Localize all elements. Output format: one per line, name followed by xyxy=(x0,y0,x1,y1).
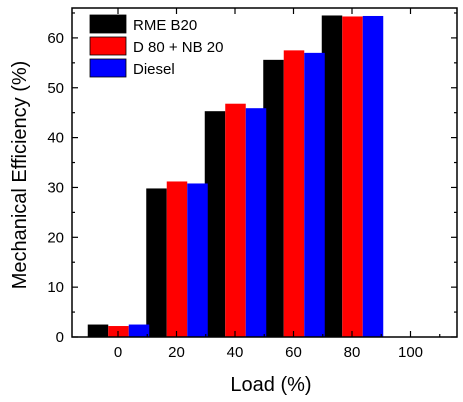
bar xyxy=(283,50,305,338)
bar xyxy=(342,16,363,337)
bar xyxy=(225,103,246,338)
y-tick-label: 10 xyxy=(47,279,64,296)
bar xyxy=(263,59,284,338)
bar xyxy=(304,52,325,338)
y-tick-label: 60 xyxy=(47,30,64,47)
y-tick-label: 50 xyxy=(47,80,64,97)
bar xyxy=(245,108,267,337)
y-tick-label: 30 xyxy=(47,179,64,196)
legend-swatch xyxy=(89,14,127,34)
bar xyxy=(321,15,343,337)
axes-group xyxy=(71,7,458,338)
y-tick-label: 40 xyxy=(47,130,64,147)
legend-swatch xyxy=(89,58,127,78)
x-tick-label: 60 xyxy=(285,344,302,361)
x-tick-label: 100 xyxy=(398,344,423,361)
x-tick-label: 40 xyxy=(227,344,244,361)
bar xyxy=(204,111,226,337)
y-tick-label: 20 xyxy=(47,229,64,246)
bar xyxy=(166,181,188,337)
x-tick-label: 80 xyxy=(344,344,361,361)
y-axis-title: Mechanical Efficiency (%) xyxy=(9,61,31,290)
legend-swatch xyxy=(89,36,127,56)
x-axis-title: Load (%) xyxy=(230,374,311,396)
legend: RME B20 D 80 + NB 20 Diesel xyxy=(89,14,223,78)
bar xyxy=(362,15,384,337)
legend-label: D 80 + NB 20 xyxy=(133,39,223,56)
bars-group xyxy=(87,15,384,338)
bar xyxy=(146,188,167,337)
bar xyxy=(87,324,109,337)
y-tick-label: 0 xyxy=(56,329,64,346)
tick-labels-group: 0 10 20 30 40 50 60 0 20 40 60 80 100 xyxy=(47,30,423,361)
x-tick-label: 0 xyxy=(114,344,122,361)
bar xyxy=(187,183,208,337)
bar xyxy=(128,324,150,337)
legend-label: RME B20 xyxy=(133,17,197,34)
legend-label: Diesel xyxy=(133,61,175,78)
x-tick-label: 20 xyxy=(168,344,185,361)
